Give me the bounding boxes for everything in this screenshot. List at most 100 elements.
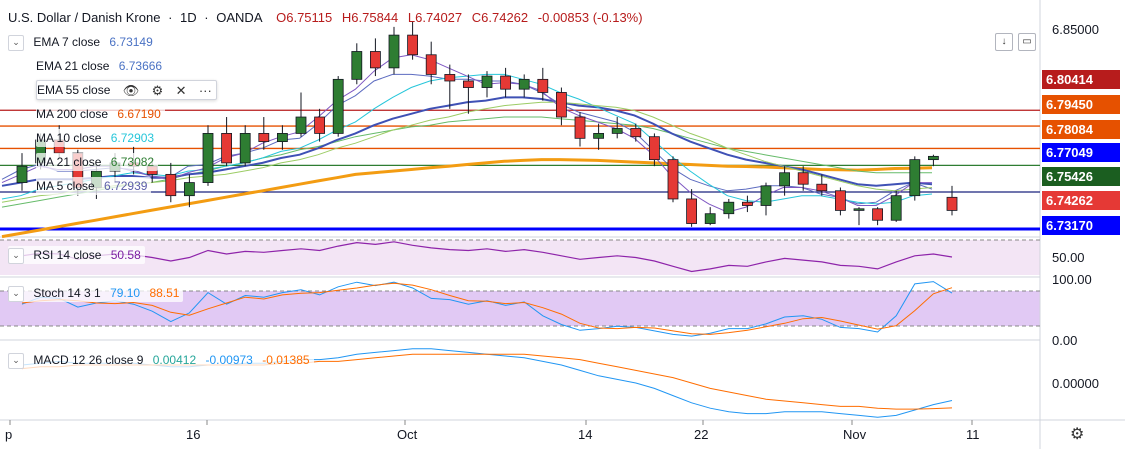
indicator-ma5[interactable]: MA 5 close 6.72939 bbox=[36, 177, 152, 195]
candle-body bbox=[760, 185, 772, 206]
indicator-value: 6.67190 bbox=[117, 107, 161, 121]
indicator-label: EMA 21 close bbox=[36, 59, 110, 73]
chevron-up-icon[interactable]: ⌄ bbox=[8, 247, 24, 264]
candle-body bbox=[295, 116, 307, 134]
candle-body bbox=[462, 80, 474, 88]
macd-axis-label: 0.00000 bbox=[1052, 376, 1099, 391]
ohlc-high: H6.75844 bbox=[341, 10, 399, 25]
x-axis-label: 22 bbox=[694, 427, 709, 442]
gear-icon[interactable]: ⚙ bbox=[1070, 426, 1085, 443]
stoch-legend[interactable]: ⌄ Stoch 14 3 1 79.10 88.51 bbox=[8, 284, 184, 302]
candle-body bbox=[779, 172, 790, 187]
indicator-ma10[interactable]: MA 10 close 6.72903 bbox=[36, 129, 159, 147]
chevron-up-icon[interactable]: ⌄ bbox=[8, 352, 24, 369]
indicator-value: 6.73149 bbox=[109, 35, 153, 49]
ohlc-low: L6.74027 bbox=[407, 10, 463, 25]
candle-body bbox=[388, 34, 400, 69]
candle-body bbox=[890, 195, 902, 221]
candle-body bbox=[239, 133, 251, 164]
ohlc-close: C6.74262 bbox=[471, 10, 529, 25]
ma-series-line bbox=[1, 73, 933, 205]
macd-macd-value: -0.00973 bbox=[205, 353, 253, 367]
candle-body bbox=[500, 75, 512, 90]
ma-series-line bbox=[1, 101, 933, 203]
candles bbox=[16, 22, 958, 227]
indicator-ema55[interactable]: EMA 55 close 👁 ⚙ ✕ ··· bbox=[36, 80, 217, 100]
price-tag: 6.77049 bbox=[1042, 143, 1120, 162]
indicator-value: 6.73666 bbox=[118, 59, 163, 73]
price-tag: 6.79450 bbox=[1042, 95, 1120, 114]
chevron-up-icon[interactable]: ⌄ bbox=[8, 34, 24, 51]
more-icon[interactable]: ··· bbox=[198, 82, 212, 98]
ma-series-line bbox=[1, 158, 933, 239]
indicator-label: EMA 55 close bbox=[37, 83, 111, 97]
scroll-down-button[interactable]: ↓ bbox=[995, 33, 1013, 51]
x-axis-label: Nov bbox=[843, 427, 867, 442]
candle-body bbox=[16, 165, 28, 183]
stoch-label: Stoch 14 3 1 bbox=[33, 286, 101, 300]
interval: 1D bbox=[180, 10, 197, 25]
chart-legend-header: U.S. Dollar / Danish Krone · 1D · OANDA … bbox=[8, 10, 643, 25]
candle-body bbox=[593, 133, 604, 139]
price-tag: 6.78084 bbox=[1042, 120, 1120, 139]
stoch-pane bbox=[21, 281, 953, 337]
rsi-line bbox=[21, 241, 953, 273]
indicator-ema7[interactable]: ⌄ EMA 7 close 6.73149 bbox=[8, 33, 157, 51]
indicator-label: MA 21 close bbox=[36, 155, 102, 169]
macd-label: MACD 12 26 close 9 bbox=[33, 353, 144, 367]
candle-body bbox=[518, 78, 530, 90]
candle-body bbox=[835, 190, 846, 211]
candle-body bbox=[202, 133, 214, 183]
candle-body bbox=[556, 92, 567, 118]
candle-body bbox=[928, 155, 939, 161]
candle-body bbox=[649, 136, 660, 161]
rsi-legend[interactable]: ⌄ RSI 14 close 50.58 bbox=[8, 246, 145, 264]
candle-body bbox=[351, 51, 363, 80]
candle-body bbox=[574, 116, 586, 139]
stoch-k-line bbox=[21, 281, 953, 337]
indicator-value: 6.72903 bbox=[110, 131, 155, 145]
macd-legend[interactable]: ⌄ MACD 12 26 close 9 0.00412 -0.00973 -0… bbox=[8, 351, 314, 369]
chevron-up-icon[interactable]: ⌄ bbox=[8, 285, 24, 302]
ma-series-line bbox=[1, 54, 932, 213]
ohlc-change: -0.00853 (-0.13%) bbox=[537, 10, 643, 25]
stoch-d-value: 88.51 bbox=[149, 286, 180, 300]
close-icon[interactable]: ✕ bbox=[175, 82, 187, 98]
candle-body bbox=[909, 159, 921, 197]
x-axis-label: p bbox=[5, 427, 13, 442]
x-axis-label: Oct bbox=[397, 427, 418, 442]
indicator-ema21[interactable]: EMA 21 close 6.73666 bbox=[36, 57, 167, 75]
fullscreen-button[interactable]: ▭ bbox=[1018, 33, 1036, 51]
candle-body bbox=[332, 78, 344, 134]
candle-body bbox=[258, 133, 270, 143]
candle-body bbox=[853, 208, 865, 211]
rsi-pane bbox=[21, 241, 953, 273]
candle-body bbox=[630, 128, 642, 138]
rsi-axis-label: 50.00 bbox=[1052, 250, 1085, 265]
candle-body bbox=[221, 133, 233, 164]
indicator-ma200[interactable]: MA 200 close 6.67190 bbox=[36, 105, 165, 123]
candle-body bbox=[481, 75, 493, 88]
price-tag: 6.74262 bbox=[1042, 191, 1120, 210]
price-axis-label: 6.85000 bbox=[1052, 22, 1099, 37]
indicator-label: MA 200 close bbox=[36, 107, 109, 121]
rsi-value: 50.58 bbox=[110, 248, 141, 262]
candle-body bbox=[686, 198, 697, 224]
indicator-label: EMA 7 close bbox=[33, 35, 101, 49]
indicator-value: 6.73082 bbox=[110, 155, 155, 169]
candle-body bbox=[667, 159, 679, 200]
price-tag: 6.75426 bbox=[1042, 167, 1120, 186]
symbol-name: U.S. Dollar / Danish Krone bbox=[8, 10, 161, 25]
x-axis-ticks bbox=[9, 420, 973, 425]
gear-icon[interactable]: ⚙ bbox=[151, 82, 164, 98]
indicator-ma21[interactable]: MA 21 close 6.73082 bbox=[36, 153, 159, 171]
candle-body bbox=[797, 172, 809, 185]
macd-hist-value: 0.00412 bbox=[152, 353, 197, 367]
rsi-band bbox=[0, 240, 1040, 275]
x-axis-label: 11 bbox=[966, 427, 980, 442]
broker: OANDA bbox=[216, 10, 263, 25]
eye-icon[interactable]: 👁 bbox=[122, 82, 140, 98]
stoch-k-value: 79.10 bbox=[110, 286, 141, 300]
indicator-value: 6.72939 bbox=[104, 179, 148, 193]
